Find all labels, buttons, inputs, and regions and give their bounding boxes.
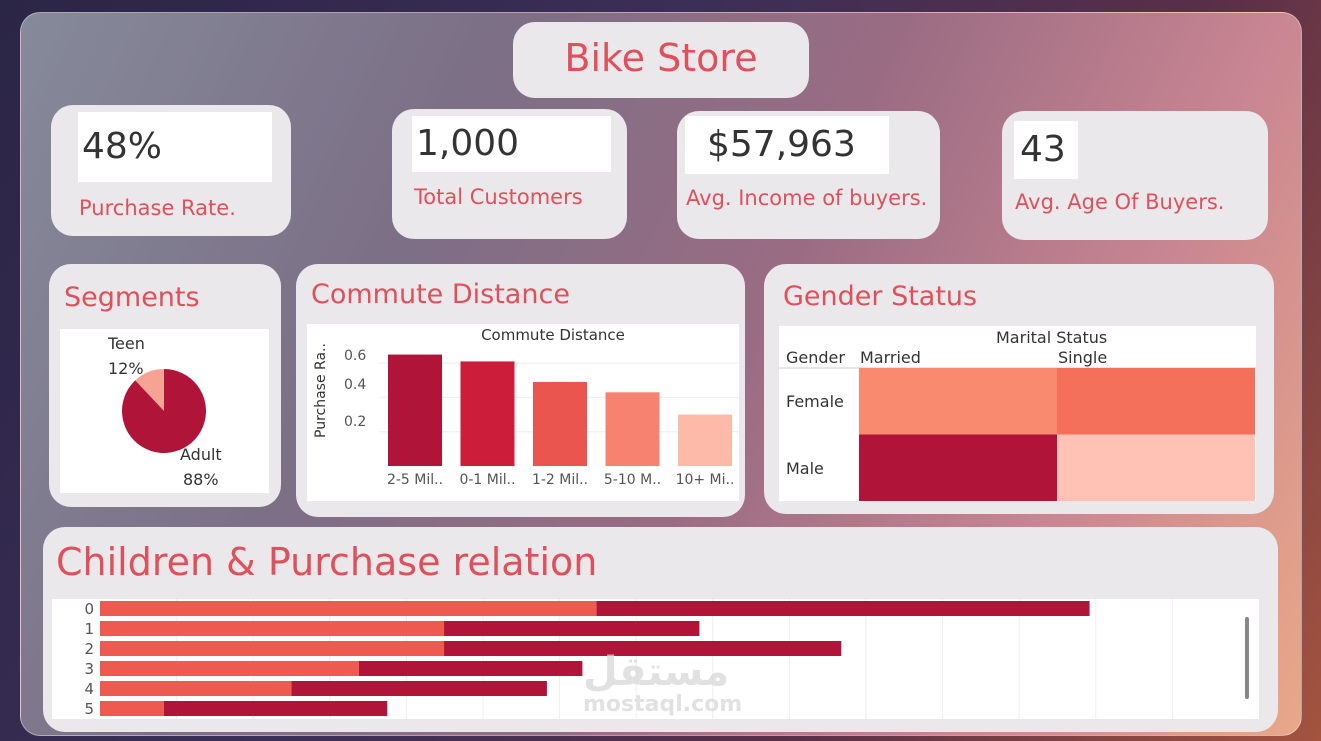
children-bar-segment [100, 681, 292, 696]
adult-pct: 88% [183, 470, 219, 489]
row-female: Female [786, 392, 844, 411]
commute-chart-title: Commute Distance [481, 326, 625, 344]
gender-card: Gender Status Marital Status Gender Marr… [764, 264, 1274, 514]
commute-bar [678, 414, 732, 466]
children-bar-segment [163, 701, 388, 716]
x-tick-label: 10+ Mi.. [676, 472, 735, 488]
kpi-value: 43 [1014, 121, 1078, 179]
commute-bar [388, 354, 442, 466]
children-card: Children & Purchase relation 0 1 2 3 4 5 [43, 527, 1278, 732]
y-tick-label: 1 [84, 620, 94, 638]
y-tick-label: 5 [84, 700, 94, 718]
row-male: Male [786, 459, 824, 478]
segments-title: Segments [64, 282, 200, 313]
x-tick-label: 0-1 Mil.. [459, 472, 515, 488]
col-single: Single [1058, 348, 1108, 367]
children-bar-segment [100, 661, 359, 676]
watermark: مستقل mostaql.com [583, 652, 742, 717]
y-tick-label: 2 [84, 640, 94, 658]
segments-panel: Teen 12% Adult 88% [60, 329, 269, 493]
kpi-label: Avg. Age Of Buyers. [1015, 190, 1225, 214]
y-tick-label: 4 [84, 680, 94, 698]
children-section-title: Children & Purchase relation [56, 540, 598, 584]
kpi-value: 48% [78, 112, 272, 182]
commute-bar [605, 392, 660, 466]
commute-bar [533, 382, 587, 466]
commute-card: Commute Distance Commute Distance Purcha… [296, 264, 745, 517]
teen-label: Teen [108, 334, 145, 353]
x-tick-label: 2-5 Mil.. [387, 472, 443, 488]
y-tick-label: 0.2 [344, 414, 367, 430]
adult-label: Adult [180, 445, 222, 464]
marital-status-header: Marital Status [996, 328, 1108, 347]
children-bar-segment [444, 621, 700, 636]
children-bar-chart: 0 1 2 3 4 5 [84, 599, 1173, 719]
y-tick-label: 3 [84, 660, 94, 678]
children-bar-segment [100, 621, 445, 636]
commute-panel: Commute Distance Purchase Ra.. 0.6 0.4 0… [307, 324, 739, 501]
children-bar-segment [358, 661, 583, 676]
commute-bar-chart: 2-5 Mil.. 0-1 Mil.. 1-2 Mil.. 5-10 M.. 10+ M… [379, 354, 739, 488]
segments-card: Segments Teen 12% Adult 88% [49, 264, 281, 507]
kpi-value: $57,963 [685, 116, 889, 174]
children-bar-segment [100, 701, 164, 716]
kpi-label: Avg. Income of buyers. [686, 186, 928, 210]
x-tick-label: 1-2 Mil.. [532, 472, 588, 488]
kpi-label: Total Customers [414, 185, 583, 209]
children-bar-segment [100, 601, 597, 616]
gender-row-header: Gender [786, 348, 845, 367]
teen-pct: 12% [108, 359, 144, 378]
watermark-arabic: مستقل [583, 649, 730, 695]
children-bar-segment [291, 681, 547, 696]
commute-bar [460, 361, 515, 466]
dashboard-title: Bike Store [564, 36, 758, 80]
kpi-card-purchase-rate: 48% Purchase Rate. [51, 105, 291, 236]
kpi-card-total-customers: 1,000 Total Customers [392, 109, 627, 239]
gender-heatmap [779, 367, 1256, 501]
title-card: Bike Store [513, 22, 809, 98]
vertical-scrollbar[interactable] [1245, 617, 1249, 699]
y-tick-label: 0.4 [344, 377, 367, 393]
pie-slice-teen [135, 369, 164, 411]
kpi-value: 1,000 [412, 116, 611, 172]
pie-slice-adult [122, 369, 206, 453]
gender-section-title: Gender Status [783, 281, 978, 312]
x-tick-label: 5-10 M.. [604, 472, 661, 488]
watermark-latin: mostaql.com [583, 692, 743, 717]
kpi-label: Purchase Rate. [79, 196, 236, 220]
gender-panel: Marital Status Gender Married Single Fem… [779, 326, 1256, 501]
kpi-card-avg-age: 43 Avg. Age Of Buyers. [1002, 111, 1268, 240]
children-bar-segment [596, 601, 1090, 616]
commute-section-title: Commute Distance [311, 279, 570, 310]
col-married: Married [860, 348, 921, 367]
children-bar-segment [444, 641, 842, 656]
segments-pie-chart [122, 369, 206, 453]
heatmap-cell [859, 434, 1057, 501]
heatmap-cell [859, 368, 1057, 435]
y-tick-label: 0 [84, 600, 94, 618]
heatmap-cell [1057, 434, 1255, 501]
y-tick-label: 0.6 [344, 348, 367, 364]
children-panel: 0 1 2 3 4 5 [52, 599, 1259, 719]
children-bar-segment [100, 641, 445, 656]
kpi-card-avg-income: $57,963 Avg. Income of buyers. [677, 111, 940, 239]
heatmap-cell [1057, 368, 1255, 435]
